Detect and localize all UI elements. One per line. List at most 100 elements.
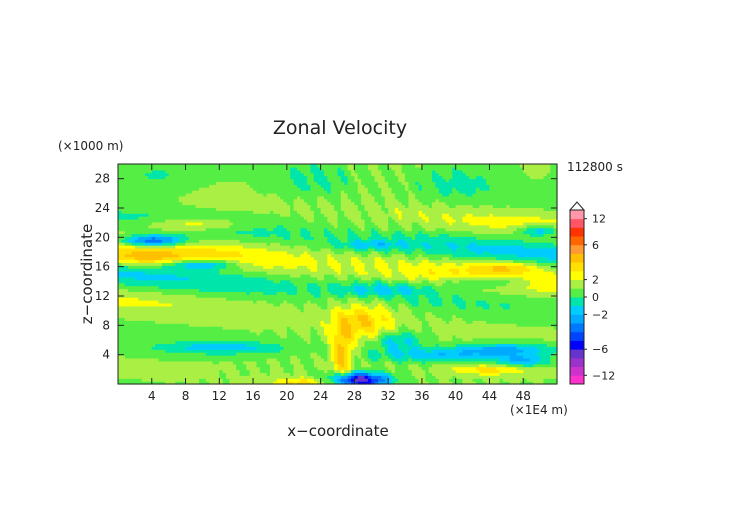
field-cell (263, 178, 268, 182)
field-cell (148, 337, 153, 342)
field-cell (148, 233, 153, 237)
field-cell (266, 213, 271, 217)
field-cell (138, 340, 143, 345)
field-cell (313, 329, 318, 333)
field-cell (320, 297, 325, 301)
field-cell (293, 175, 298, 180)
field-cell (151, 381, 156, 385)
field-cell (175, 320, 180, 324)
field-cell (303, 334, 308, 339)
field-cell (118, 221, 122, 226)
field-cell (246, 166, 251, 171)
field-cell (259, 245, 264, 249)
field-cell (246, 268, 251, 272)
field-cell (307, 201, 312, 206)
field-cell (280, 300, 285, 304)
field-cell (323, 329, 328, 333)
field-cell (182, 247, 187, 252)
field-cell (273, 291, 278, 295)
field-cell (185, 378, 190, 382)
field-cell (246, 219, 251, 223)
field-cell (236, 337, 241, 342)
field-cell (141, 274, 146, 278)
field-cell (249, 181, 254, 185)
field-cell (165, 308, 170, 313)
field-cell (138, 242, 143, 246)
field-cell (202, 245, 207, 249)
field-cell (178, 311, 183, 316)
field-cell (172, 198, 177, 203)
field-cell (280, 302, 285, 307)
field-cell (209, 192, 214, 197)
field-cell (124, 233, 129, 237)
field-cell (283, 300, 288, 304)
field-cell (185, 369, 190, 374)
field-cell (313, 221, 318, 226)
field-cell (323, 207, 328, 211)
field-cell (266, 259, 271, 264)
field-cell (253, 169, 258, 174)
field-cell (175, 314, 180, 319)
field-cell (229, 230, 234, 235)
field-cell (320, 207, 325, 211)
field-cell (263, 285, 268, 290)
field-cell (256, 349, 261, 353)
field-cell (128, 262, 133, 266)
field-cell (317, 340, 322, 345)
field-cell (307, 291, 312, 295)
field-cell (273, 346, 278, 350)
field-cell (192, 369, 197, 374)
field-cell (310, 178, 315, 182)
field-cell (327, 184, 332, 188)
field-cell (165, 334, 170, 339)
field-cell (317, 236, 322, 240)
field-cell (121, 210, 126, 214)
field-cell (276, 195, 281, 200)
field-cell (283, 349, 288, 353)
field-cell (276, 216, 281, 220)
field-cell (300, 300, 305, 304)
field-cell (148, 297, 153, 301)
field-cell (188, 282, 193, 287)
field-cell (155, 294, 160, 298)
field-cell (134, 311, 139, 316)
field-cell (242, 204, 247, 209)
field-cell (266, 233, 271, 237)
field-cell (195, 187, 200, 191)
field-cell (185, 282, 190, 287)
field-cell (229, 297, 234, 301)
field-cell (286, 233, 291, 237)
field-cell (337, 265, 342, 269)
field-cell (128, 352, 133, 356)
field-cell (266, 256, 271, 261)
field-cell (232, 178, 237, 182)
field-cell (296, 213, 301, 217)
field-cell (226, 247, 231, 252)
field-cell (310, 302, 315, 307)
field-cell (219, 250, 224, 255)
field-cell (239, 276, 244, 281)
time-label: 112800 s (567, 160, 623, 174)
field-cell (151, 213, 156, 217)
field-cell (185, 294, 190, 298)
field-cell (253, 247, 258, 252)
field-cell (212, 314, 217, 319)
field-cell (283, 326, 288, 330)
field-cell (134, 210, 139, 214)
field-cell (283, 276, 288, 281)
field-cell (313, 349, 318, 353)
field-cell (253, 302, 258, 307)
field-cell (303, 323, 308, 327)
field-cell (280, 175, 285, 180)
field-cell (296, 175, 301, 180)
field-cell (296, 250, 301, 255)
field-cell (226, 256, 231, 261)
field-cell (256, 297, 261, 301)
field-cell (172, 378, 177, 382)
field-cell (280, 178, 285, 182)
field-cell (327, 259, 332, 264)
field-cell (222, 343, 227, 347)
field-cell (232, 331, 237, 336)
field-cell (310, 265, 315, 269)
field-cell (195, 323, 200, 327)
